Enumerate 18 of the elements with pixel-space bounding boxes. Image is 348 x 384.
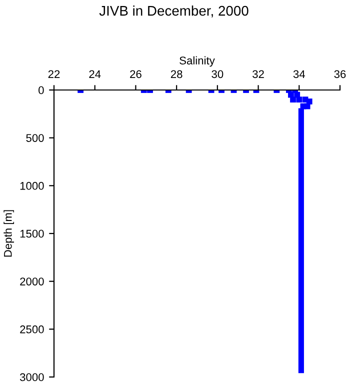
x-tick-label: 24 [89,70,101,78]
x-tick-label: 34 [293,70,305,78]
chart-title: JIVB in December, 2000 [99,6,248,18]
x-tick-label: 36 [334,70,346,78]
y-tick-label: 1000 [20,182,44,190]
x-axis-title: Salinity [180,56,215,67]
y-tick-label: 0 [38,86,44,94]
y-tick-label: 500 [26,134,44,142]
y-tick-label: 2000 [20,278,44,286]
y-tick-label: 1500 [20,230,44,238]
y-tick-label: 3000 [20,373,44,382]
x-tick-label: 28 [170,70,182,78]
x-tick-label: 26 [130,70,142,78]
x-tick-label: 22 [48,70,60,78]
x-tick-label: 30 [212,70,224,78]
y-tick-label: 2500 [20,325,44,334]
x-tick-label: 32 [252,70,264,78]
y-axis-title: Depth [m] [4,210,14,257]
